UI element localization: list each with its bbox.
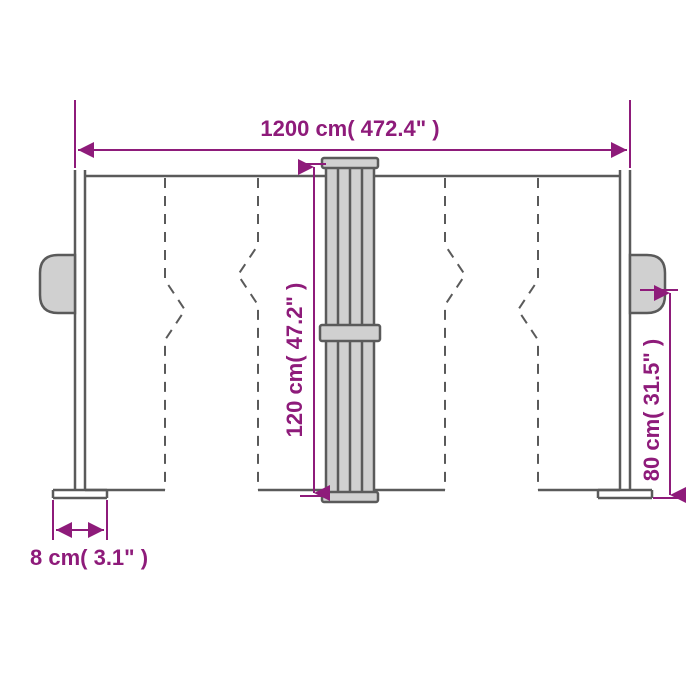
dimension-base-width-label: 8 cm( 3.1" ) bbox=[30, 545, 148, 570]
break-lines-right bbox=[445, 178, 538, 490]
dimension-base-width: 8 cm( 3.1" ) bbox=[30, 500, 148, 570]
center-cassette bbox=[320, 158, 380, 502]
dimension-width-label: 1200 cm( 472.4" ) bbox=[260, 116, 439, 141]
dimension-height-label: 120 cm( 47.2" ) bbox=[282, 283, 307, 438]
dimension-handle-height-label: 80 cm( 31.5" ) bbox=[639, 339, 664, 482]
dimension-diagram: 1200 cm( 472.4" ) 120 cm( 47.2" ) 80 cm(… bbox=[0, 0, 700, 700]
break-lines-left bbox=[165, 178, 258, 490]
dimension-handle-height: 80 cm( 31.5" ) bbox=[639, 290, 678, 498]
left-post bbox=[40, 170, 107, 498]
